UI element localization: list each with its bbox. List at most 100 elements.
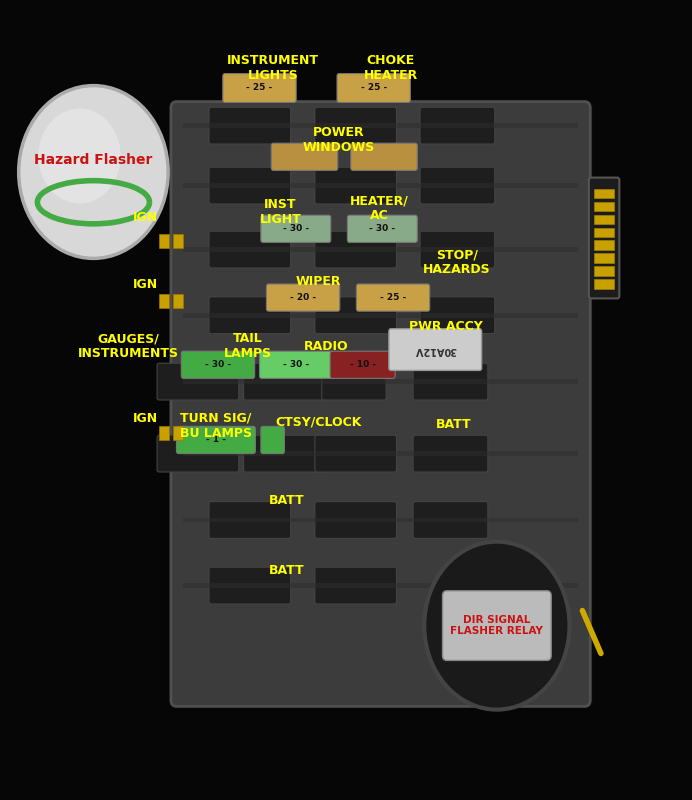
Text: - 30 -: - 30 - bbox=[283, 360, 309, 370]
Text: HEATER/
AC: HEATER/ AC bbox=[349, 194, 409, 222]
FancyBboxPatch shape bbox=[260, 351, 333, 378]
FancyBboxPatch shape bbox=[261, 215, 331, 242]
FancyBboxPatch shape bbox=[356, 284, 430, 311]
FancyBboxPatch shape bbox=[209, 231, 291, 268]
Text: DIR SIGNAL
FLASHER RELAY: DIR SIGNAL FLASHER RELAY bbox=[450, 614, 543, 637]
FancyBboxPatch shape bbox=[315, 297, 397, 334]
Bar bbox=[183, 518, 578, 522]
FancyBboxPatch shape bbox=[176, 426, 255, 454]
Bar bbox=[0, 0, 173, 800]
FancyBboxPatch shape bbox=[315, 502, 397, 538]
Bar bbox=[173, 234, 183, 248]
Text: IGN: IGN bbox=[133, 211, 158, 224]
FancyBboxPatch shape bbox=[157, 363, 239, 400]
Text: BATT: BATT bbox=[269, 564, 305, 577]
Bar bbox=[183, 583, 578, 588]
Bar bbox=[173, 294, 183, 308]
FancyBboxPatch shape bbox=[209, 107, 291, 144]
Text: PWR ACCY: PWR ACCY bbox=[410, 320, 483, 333]
FancyBboxPatch shape bbox=[347, 215, 417, 242]
Bar bbox=[159, 426, 169, 440]
Text: GAUGES/
INSTRUMENTS: GAUGES/ INSTRUMENTS bbox=[78, 333, 179, 360]
Bar bbox=[0, 704, 692, 800]
FancyBboxPatch shape bbox=[223, 74, 296, 102]
FancyBboxPatch shape bbox=[413, 502, 488, 538]
Bar bbox=[595, 0, 692, 800]
FancyBboxPatch shape bbox=[413, 435, 488, 472]
Text: - 30 -: - 30 - bbox=[283, 224, 309, 234]
Bar bbox=[594, 202, 614, 211]
FancyBboxPatch shape bbox=[209, 167, 291, 204]
Bar bbox=[183, 313, 578, 318]
Bar bbox=[183, 247, 578, 252]
Text: INSTRUMENT
LIGHTS: INSTRUMENT LIGHTS bbox=[228, 54, 319, 82]
FancyBboxPatch shape bbox=[315, 167, 397, 204]
FancyBboxPatch shape bbox=[420, 297, 495, 334]
Bar bbox=[159, 234, 169, 248]
FancyBboxPatch shape bbox=[209, 567, 291, 604]
Text: TURN SIG/
BU LAMPS: TURN SIG/ BU LAMPS bbox=[180, 411, 252, 439]
Text: - 30 -: - 30 - bbox=[370, 224, 395, 234]
Text: POWER
WINDOWS: POWER WINDOWS bbox=[303, 126, 375, 154]
Text: - 25 -: - 25 - bbox=[380, 293, 406, 302]
Bar bbox=[183, 379, 578, 384]
FancyArrowPatch shape bbox=[583, 610, 601, 654]
Text: STOP/
HAZARDS: STOP/ HAZARDS bbox=[423, 248, 491, 276]
FancyBboxPatch shape bbox=[420, 107, 495, 144]
Text: INST
LIGHT: INST LIGHT bbox=[260, 198, 301, 226]
Text: - 10 -: - 10 - bbox=[349, 360, 376, 370]
FancyBboxPatch shape bbox=[271, 143, 338, 170]
FancyBboxPatch shape bbox=[209, 297, 291, 334]
FancyBboxPatch shape bbox=[261, 426, 284, 454]
Text: CHOKE
HEATER: CHOKE HEATER bbox=[364, 54, 418, 82]
Bar bbox=[0, 0, 692, 104]
Bar bbox=[183, 183, 578, 188]
FancyBboxPatch shape bbox=[157, 435, 239, 472]
Bar bbox=[594, 189, 614, 198]
Bar bbox=[594, 214, 614, 224]
Text: 30A12V: 30A12V bbox=[415, 345, 456, 354]
Text: - 30 -: - 30 - bbox=[205, 360, 231, 370]
Bar bbox=[594, 254, 614, 263]
Circle shape bbox=[19, 86, 168, 258]
Circle shape bbox=[39, 109, 120, 203]
FancyBboxPatch shape bbox=[209, 502, 291, 538]
Bar bbox=[173, 426, 183, 440]
Text: RADIO: RADIO bbox=[304, 340, 349, 353]
FancyBboxPatch shape bbox=[443, 590, 551, 661]
Bar bbox=[594, 227, 614, 237]
FancyBboxPatch shape bbox=[420, 231, 495, 268]
FancyBboxPatch shape bbox=[389, 329, 482, 370]
FancyBboxPatch shape bbox=[351, 143, 417, 170]
Bar bbox=[159, 294, 169, 308]
Bar bbox=[183, 451, 578, 456]
Text: - 20 -: - 20 - bbox=[290, 293, 316, 302]
Bar bbox=[594, 266, 614, 276]
FancyBboxPatch shape bbox=[315, 435, 397, 472]
Text: CTSY/CLOCK: CTSY/CLOCK bbox=[275, 416, 361, 429]
FancyBboxPatch shape bbox=[322, 363, 386, 400]
Text: IGN: IGN bbox=[133, 278, 158, 290]
Text: WIPER: WIPER bbox=[295, 275, 341, 288]
Text: - 1 -: - 1 - bbox=[206, 435, 226, 445]
FancyBboxPatch shape bbox=[244, 363, 325, 400]
FancyBboxPatch shape bbox=[244, 435, 325, 472]
Text: BATT: BATT bbox=[435, 418, 471, 430]
Text: Hazard Flasher: Hazard Flasher bbox=[34, 153, 153, 167]
Text: BATT: BATT bbox=[269, 494, 305, 506]
FancyBboxPatch shape bbox=[171, 102, 590, 706]
FancyBboxPatch shape bbox=[315, 107, 397, 144]
FancyBboxPatch shape bbox=[589, 178, 619, 298]
FancyBboxPatch shape bbox=[266, 284, 340, 311]
FancyBboxPatch shape bbox=[315, 231, 397, 268]
FancyBboxPatch shape bbox=[420, 167, 495, 204]
FancyBboxPatch shape bbox=[330, 351, 395, 378]
Text: TAIL
LAMPS: TAIL LAMPS bbox=[224, 333, 272, 360]
Bar bbox=[183, 123, 578, 128]
FancyBboxPatch shape bbox=[315, 567, 397, 604]
FancyBboxPatch shape bbox=[181, 351, 255, 378]
Bar bbox=[594, 279, 614, 289]
Text: - 25 -: - 25 - bbox=[246, 83, 273, 93]
Bar bbox=[594, 241, 614, 250]
Circle shape bbox=[424, 542, 570, 710]
